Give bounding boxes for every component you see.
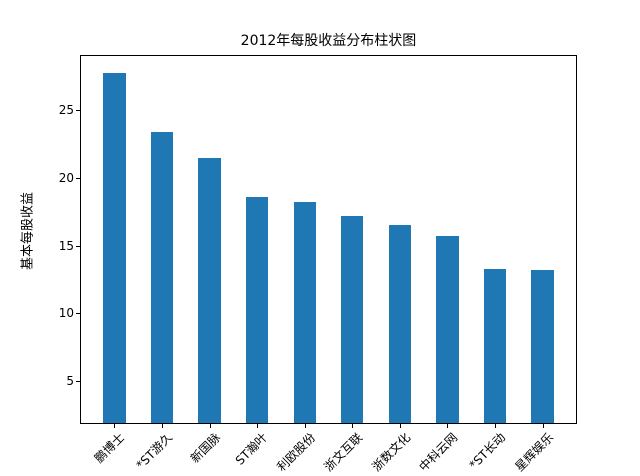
x-tick-label: 中科云网 [416, 430, 461, 475]
x-tick-label: 鹏博士 [92, 430, 128, 466]
x-tick-label: 浙文互联 [321, 430, 366, 475]
bar [436, 236, 459, 423]
x-tick-label: *ST长动 [466, 430, 509, 472]
x-tick-mark [209, 424, 211, 428]
y-tick-mark [76, 313, 80, 315]
y-tick-label: 25 [58, 103, 74, 118]
y-tick-label: 15 [58, 238, 74, 253]
y-tick-mark [76, 178, 80, 180]
x-tick-label: 利欧股份 [274, 430, 318, 475]
x-tick-label: 浙数文化 [369, 430, 414, 475]
x-tick-mark [399, 424, 401, 428]
x-tick-mark [542, 424, 544, 428]
x-tick-mark [114, 424, 116, 428]
bar [388, 225, 411, 423]
chart-title: 2012年每股收益分布柱状图 [240, 33, 417, 49]
bar [103, 72, 126, 423]
y-axis-label: 基本每股收益 [20, 191, 36, 271]
x-tick-mark [257, 424, 259, 428]
bar [483, 268, 507, 423]
y-tick-mark [76, 245, 80, 247]
y-tick-mark [76, 110, 80, 112]
y-tick-label: 5 [66, 374, 74, 389]
x-tick-label: 星辉娱乐 [511, 430, 556, 475]
x-tick-label: ST瀚叶 [232, 430, 271, 468]
bar [150, 132, 174, 423]
bar [293, 202, 316, 423]
x-tick-mark [447, 424, 449, 428]
bar [245, 197, 269, 423]
x-tick-mark [162, 424, 164, 428]
y-tick-label: 20 [58, 171, 74, 186]
x-tick-mark [352, 424, 354, 428]
x-tick-mark [494, 424, 496, 428]
y-tick-label: 10 [58, 306, 74, 321]
x-tick-mark [304, 424, 306, 428]
x-tick-label: *ST游久 [133, 430, 176, 472]
bar [198, 157, 221, 423]
bar [531, 270, 554, 423]
y-tick-mark [76, 381, 80, 383]
x-tick-label: 新国脉 [187, 430, 223, 466]
bar [341, 216, 364, 423]
